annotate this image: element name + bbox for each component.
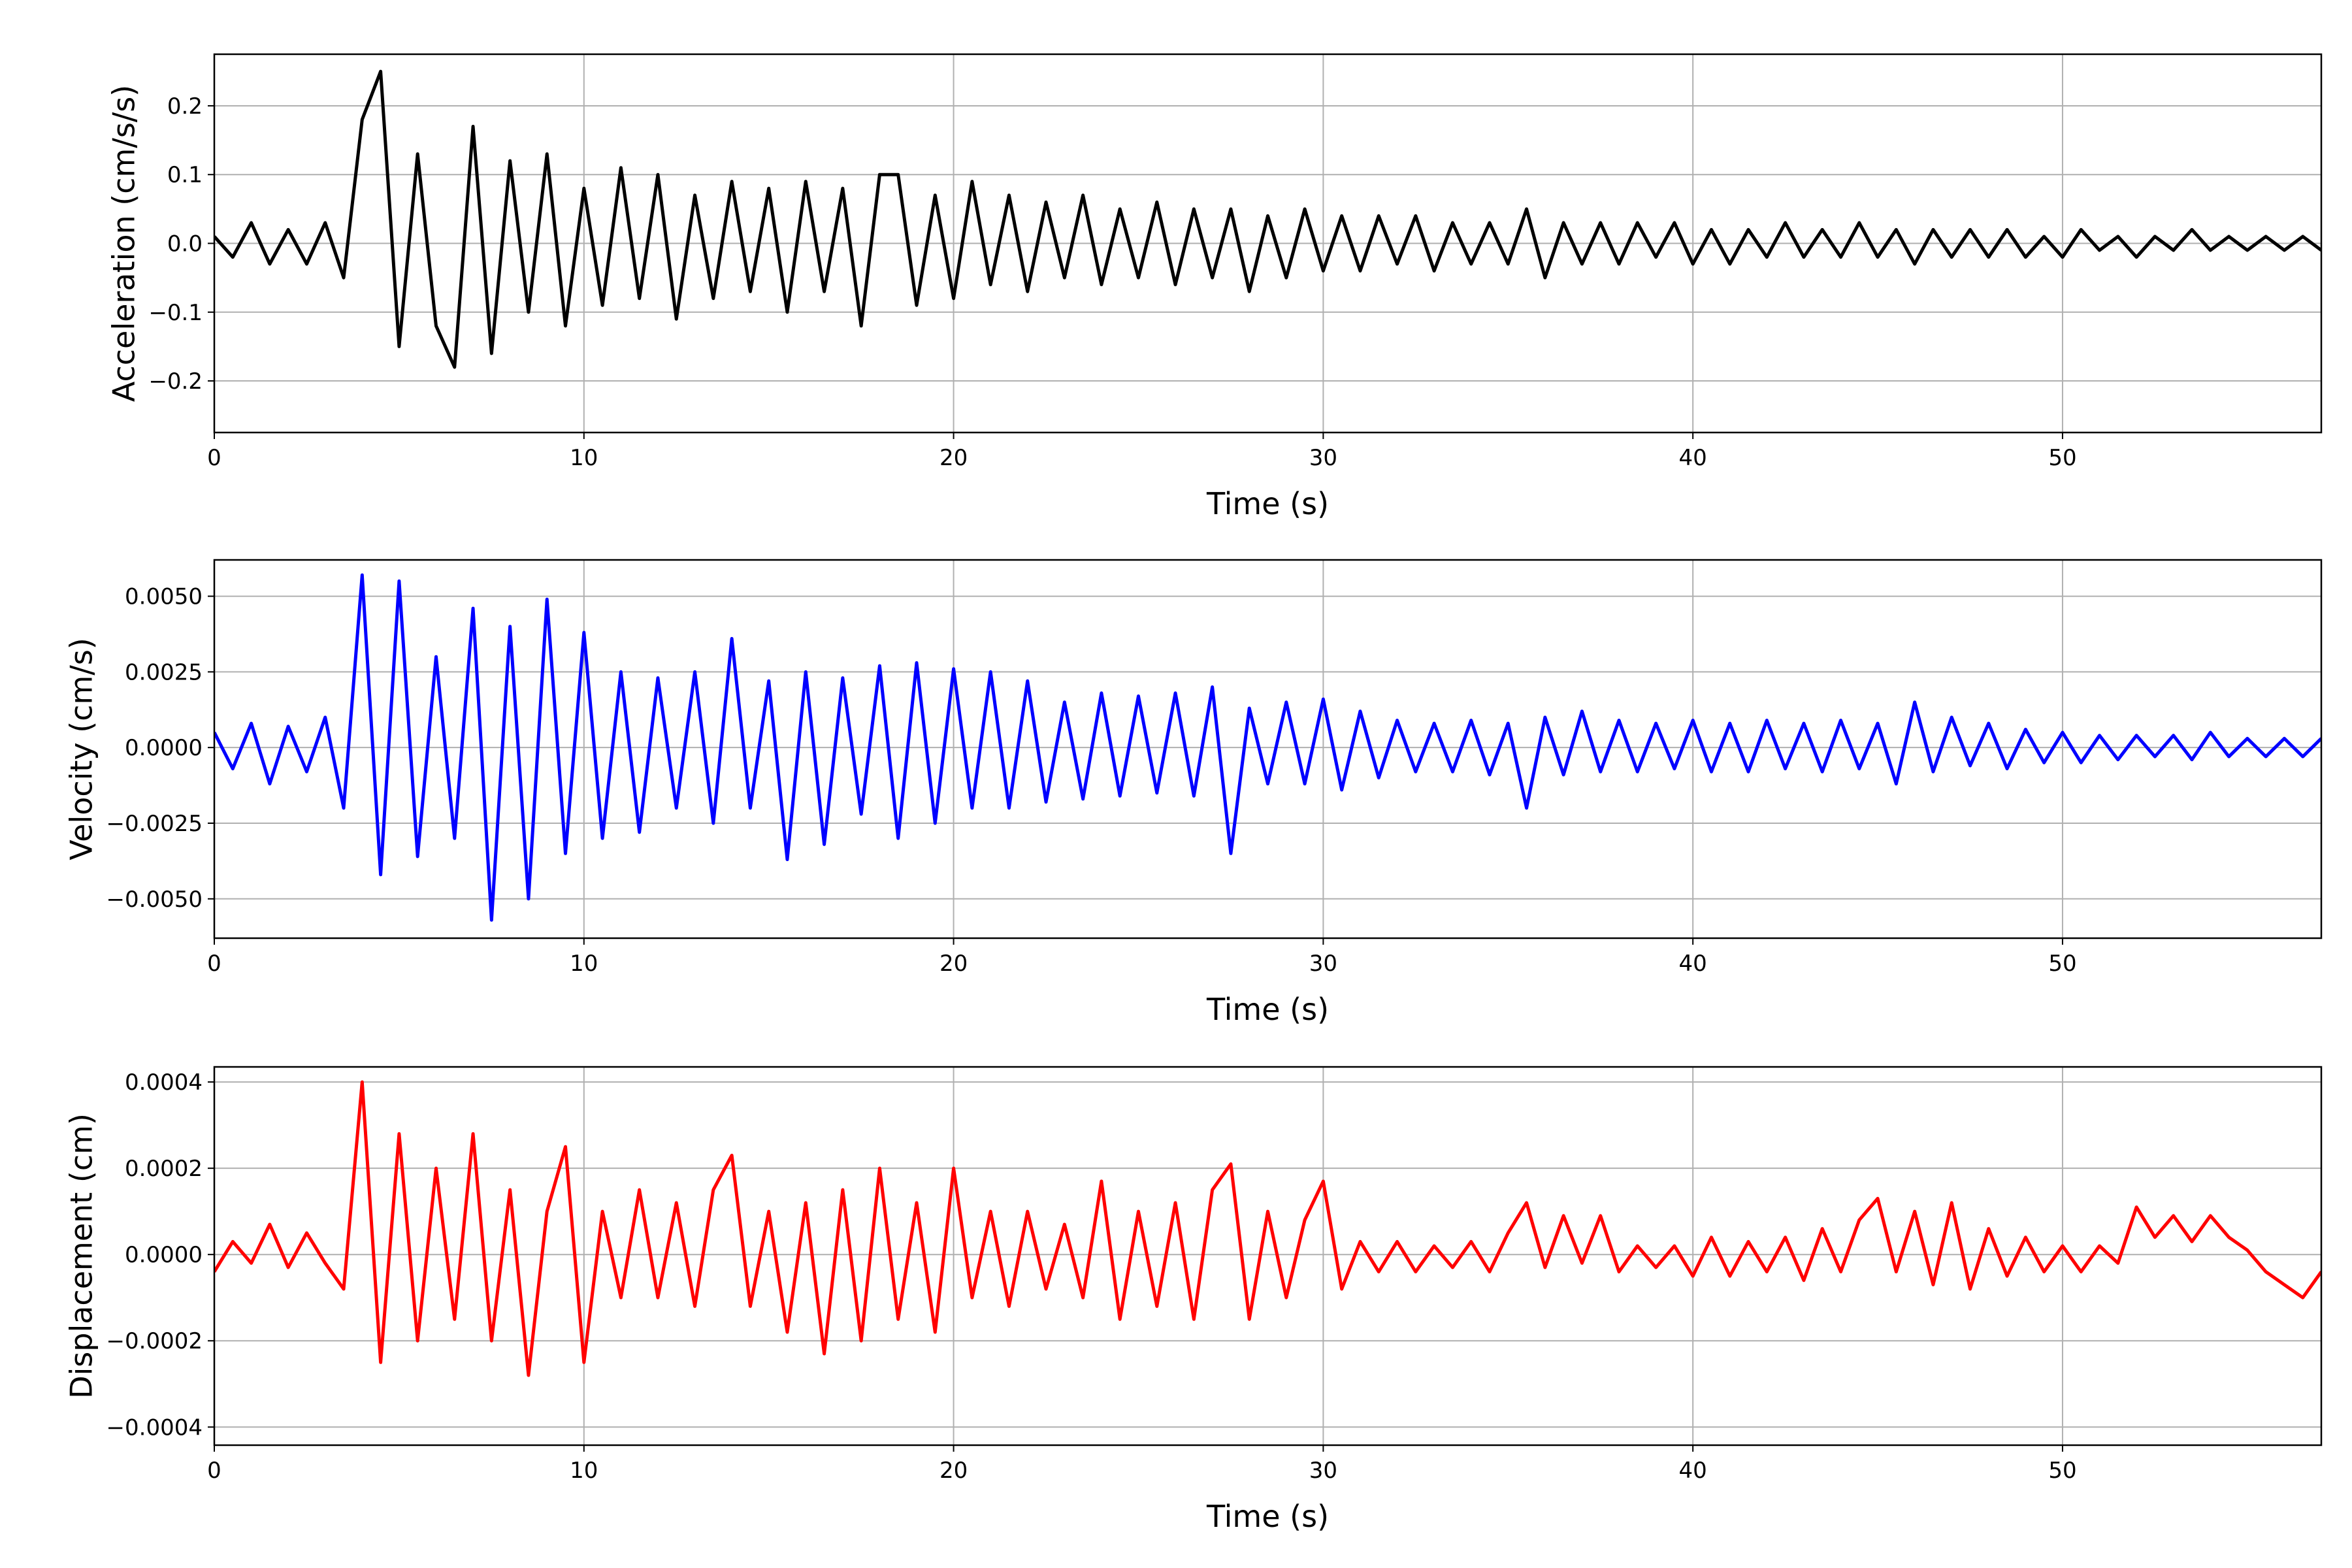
x-tick-label: 0	[207, 1458, 221, 1484]
axes-frame	[213, 559, 2323, 939]
x-tick-label: 10	[570, 951, 598, 977]
y-tick-label: −0.0004	[106, 1414, 203, 1441]
y-tick-label: −0.0002	[106, 1328, 203, 1354]
y-axis-label: Acceleration (cm/s/s)	[106, 85, 141, 402]
subplot: 0 10 20 30 40 50 −0.0050 −0.0025 0.0000 0.0025 0.0…	[64, 559, 2323, 1027]
x-tick-label: 40	[1679, 445, 1707, 471]
y-tick-label: 0.0050	[125, 584, 203, 610]
x-tick-label: 10	[570, 1458, 598, 1484]
x-tick-label: 20	[939, 1458, 968, 1484]
x-tick-label: 40	[1679, 1458, 1707, 1484]
axes-frame	[213, 1066, 2323, 1446]
y-tick-label: 0.0002	[125, 1156, 203, 1182]
x-tick-label: 20	[939, 951, 968, 977]
y-tick-label: 0.0025	[125, 659, 203, 685]
y-tick-label: −0.0050	[106, 887, 203, 913]
subplot: 0 10 20 30 40 50 −0.2 −0.1 0.0 0.1 0.2 Time (s) Acce…	[106, 53, 2323, 521]
y-tick-label: 0.1	[167, 162, 203, 188]
y-tick-label: 0.0000	[125, 735, 203, 761]
subplot: 0 10 20 30 40 50 −0.0004 −0.0002 0.0000 0.0002 0.0…	[64, 1066, 2323, 1534]
x-tick-label: 50	[2048, 951, 2076, 977]
x-tick-label: 0	[207, 445, 221, 471]
data-line	[214, 1080, 2321, 1377]
y-tick-label: −0.1	[148, 300, 203, 326]
x-axis-label: Time (s)	[1206, 992, 1329, 1027]
x-tick-label: 30	[1309, 1458, 1337, 1484]
y-axis-label: Displacement (cm)	[64, 1113, 99, 1399]
y-axis-label: Velocity (cm/s)	[64, 638, 99, 860]
x-tick-label: 0	[207, 951, 221, 977]
axes-frame	[213, 53, 2323, 434]
x-axis-label: Time (s)	[1206, 1499, 1329, 1534]
y-tick-label: 0.0004	[125, 1070, 203, 1096]
plot-area	[214, 69, 2321, 369]
x-tick-label: 30	[1309, 445, 1337, 471]
x-tick-label: 40	[1679, 951, 1707, 977]
y-tick-label: −0.2	[148, 368, 203, 395]
x-tick-label: 50	[2048, 445, 2076, 471]
x-tick-label: 50	[2048, 1458, 2076, 1484]
plot-area	[214, 1080, 2321, 1377]
x-tick-label: 30	[1309, 951, 1337, 977]
y-tick-label: 0.2	[167, 93, 203, 120]
y-tick-label: 0.0000	[125, 1242, 203, 1268]
y-tick-label: −0.0025	[106, 811, 203, 837]
x-tick-label: 20	[939, 445, 968, 471]
plot-area	[214, 573, 2321, 922]
data-line	[214, 573, 2321, 922]
x-tick-label: 10	[570, 445, 598, 471]
y-tick-label: 0.0	[167, 231, 203, 257]
data-line	[214, 69, 2321, 369]
x-axis-label: Time (s)	[1206, 486, 1329, 521]
